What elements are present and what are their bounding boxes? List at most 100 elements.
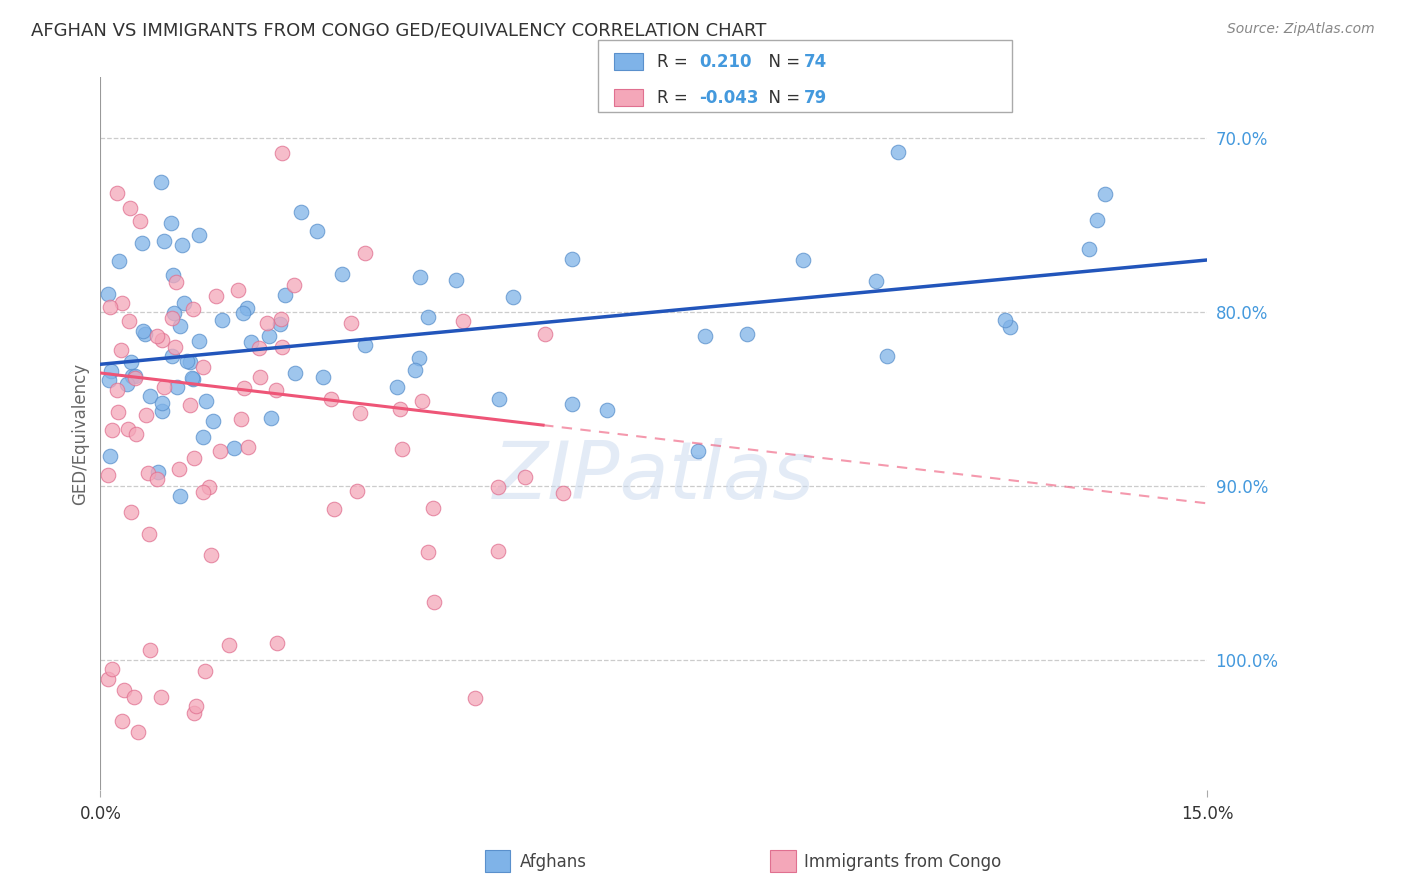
Y-axis label: GED/Equivalency: GED/Equivalency [72, 363, 89, 505]
Text: Immigrants from Congo: Immigrants from Congo [804, 853, 1001, 871]
Point [270, 145, 292, 160]
Point [146, 472, 169, 486]
Point [876, 349, 898, 363]
Point [1085, 213, 1108, 227]
Point [886, 145, 908, 160]
Point [124, 369, 146, 384]
Point [150, 396, 173, 410]
Point [391, 442, 413, 456]
Point [551, 486, 574, 500]
Point [486, 544, 509, 558]
Point [411, 394, 433, 409]
Point [283, 278, 305, 293]
Point [865, 274, 887, 288]
Point [486, 480, 509, 494]
Point [183, 706, 205, 720]
Point [153, 380, 176, 394]
Point [408, 269, 430, 284]
Point [184, 699, 207, 714]
Text: N =: N = [758, 89, 806, 107]
Point [322, 501, 344, 516]
Point [388, 402, 411, 417]
Point [502, 290, 524, 304]
Point [149, 175, 172, 189]
Point [111, 296, 134, 310]
Point [236, 301, 259, 315]
Point [198, 480, 221, 494]
Point [117, 422, 139, 436]
Point [257, 329, 280, 343]
Point [183, 451, 205, 466]
Point [163, 340, 186, 354]
Point [319, 392, 342, 406]
Text: R =: R = [657, 89, 693, 107]
Point [596, 403, 619, 417]
Point [792, 252, 814, 267]
Point [222, 441, 245, 455]
Point [191, 430, 214, 444]
Text: ZIPatlas: ZIPatlas [492, 438, 815, 516]
Point [312, 370, 335, 384]
Point [179, 398, 201, 412]
Point [150, 333, 173, 347]
Point [686, 444, 709, 458]
Point [515, 470, 537, 484]
Point [385, 380, 408, 394]
Point [153, 234, 176, 248]
Point [110, 343, 132, 358]
Point [353, 246, 375, 260]
Point [150, 690, 173, 705]
Point [249, 370, 271, 384]
Point [98, 300, 121, 314]
Point [561, 397, 583, 411]
Point [169, 462, 191, 476]
Point [101, 423, 124, 437]
Point [1077, 242, 1099, 256]
Point [187, 228, 209, 243]
Point [269, 317, 291, 331]
Point [353, 338, 375, 352]
Point [165, 275, 187, 289]
Point [148, 465, 170, 479]
Point [416, 545, 439, 559]
Point [422, 500, 444, 515]
Text: 79: 79 [804, 89, 828, 107]
Point [218, 638, 240, 652]
Text: 0.210: 0.210 [699, 54, 751, 71]
Point [146, 328, 169, 343]
Point [204, 289, 226, 303]
Point [418, 310, 440, 324]
Point [191, 484, 214, 499]
Point [191, 359, 214, 374]
Point [121, 369, 143, 384]
Point [194, 393, 217, 408]
Point [105, 383, 128, 397]
Point [340, 316, 363, 330]
Point [423, 595, 446, 609]
Point [118, 314, 141, 328]
Point [101, 662, 124, 676]
Point [138, 527, 160, 541]
Point [200, 548, 222, 562]
Point [240, 334, 263, 349]
Point [238, 440, 260, 454]
Point [270, 311, 292, 326]
Point [98, 449, 121, 463]
Point [534, 327, 557, 342]
Point [187, 334, 209, 348]
Point [139, 642, 162, 657]
Point [181, 372, 204, 386]
Point [1094, 187, 1116, 202]
Point [173, 296, 195, 310]
Point [162, 268, 184, 282]
Point [107, 405, 129, 419]
Point [115, 377, 138, 392]
Point [183, 301, 205, 316]
Point [108, 254, 131, 268]
Point [170, 238, 193, 252]
Point [1000, 319, 1022, 334]
Point [260, 410, 283, 425]
Point [135, 408, 157, 422]
Point [169, 489, 191, 503]
Point [290, 205, 312, 219]
